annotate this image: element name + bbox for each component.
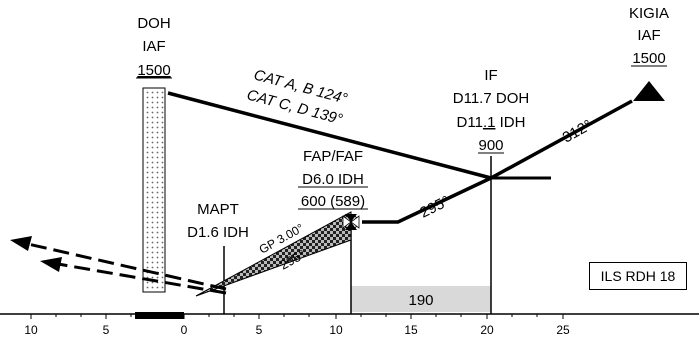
faf-altitude: 600 (589) — [301, 193, 365, 210]
tick-label-15: 15 — [404, 323, 418, 337]
mapt-label: MAPT — [197, 201, 239, 218]
tick-label-25: 25 — [556, 323, 570, 337]
doh-name: DOH — [137, 15, 170, 32]
if-label: IF — [484, 67, 497, 84]
segment-box — [351, 286, 491, 312]
doh-column — [142, 87, 166, 293]
kigia-triangle — [633, 81, 665, 101]
ils-rdh-label: ILS RDH 18 — [600, 268, 676, 284]
kigia-altitude: 1500 — [632, 50, 665, 67]
tick-label-10-left: 10 — [24, 323, 38, 337]
doh-altitude: 1500 — [137, 62, 170, 79]
tick-label-5-left: 5 — [103, 323, 110, 337]
kigia-role: IAF — [637, 27, 660, 44]
tick-label-10: 10 — [329, 323, 343, 337]
ils-rdh-box: ILS RDH 18 — [589, 262, 687, 290]
tick-label-20: 20 — [480, 323, 494, 337]
if-to-faf-track — [362, 176, 492, 224]
faf-symbol — [342, 214, 360, 230]
axis-ticks — [30, 314, 564, 319]
doh-to-if-track — [167, 91, 492, 180]
if-altitude: 900 — [478, 137, 503, 154]
faf-label: FAP/FAF — [303, 148, 363, 165]
kigia-to-if-track — [490, 99, 633, 180]
tick-label-5: 5 — [256, 323, 263, 337]
doh-role: IAF — [142, 38, 165, 55]
missed-approach-arrow-lower — [40, 257, 62, 272]
missed-approach-line-upper — [27, 242, 227, 291]
missed-approach-arrow-upper — [10, 236, 32, 251]
mapt-dist: D1.6 IDH — [187, 224, 249, 241]
kigia-name: KIGIA — [629, 5, 669, 22]
if-dist-idh: D11.1 IDH — [457, 114, 526, 131]
if-dist-doh: D11.7 DOH — [453, 90, 529, 107]
kigia-course-label: 312° — [560, 117, 595, 147]
missed-approach-line-lower — [57, 262, 227, 295]
segment-value: 190 — [408, 292, 433, 309]
runway — [135, 312, 184, 319]
tick-label-0: 0 — [181, 323, 188, 337]
faf-dist: D6.0 IDH — [302, 171, 364, 188]
